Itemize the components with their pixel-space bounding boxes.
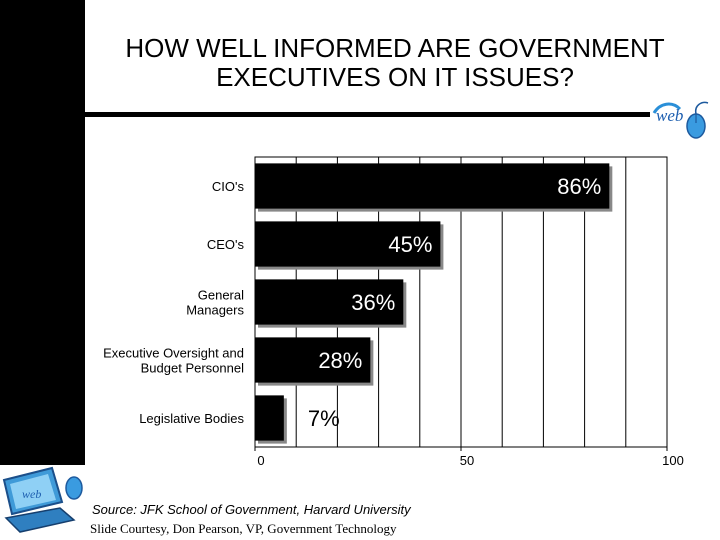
svg-text:web: web xyxy=(656,106,683,125)
x-tick-label: 100 xyxy=(662,453,684,468)
bar xyxy=(255,279,404,325)
source-note: Source: JFK School of Government, Harvar… xyxy=(92,502,411,517)
category-label: Managers xyxy=(186,303,244,318)
slide-credit: Slide Courtesy, Don Pearson, VP, Governm… xyxy=(90,521,397,536)
category-label: Executive Oversight and xyxy=(103,346,244,361)
web-logo-icon: web xyxy=(652,101,709,139)
data-label: 7% xyxy=(308,406,340,431)
computer-mouse-icon: web xyxy=(2,466,83,533)
category-label: Legislative Bodies xyxy=(139,411,244,426)
data-label: 28% xyxy=(318,348,362,373)
data-label: 45% xyxy=(388,232,432,257)
bar xyxy=(255,163,610,209)
svg-text:web: web xyxy=(22,487,41,501)
category-label: CIO's xyxy=(212,179,245,194)
bar xyxy=(255,395,284,441)
bar xyxy=(255,337,371,383)
title-line-1: HOW WELL INFORMED ARE GOVERNMENT xyxy=(125,33,665,63)
title-underline xyxy=(85,112,650,117)
data-label: 36% xyxy=(351,290,395,315)
title-line-2: EXECUTIVES ON IT ISSUES? xyxy=(216,62,574,92)
bar xyxy=(255,221,441,267)
x-tick-label: 0 xyxy=(257,453,264,468)
category-label: Budget Personnel xyxy=(141,361,244,376)
category-label: General xyxy=(198,288,244,303)
x-tick-label: 50 xyxy=(460,453,474,468)
data-label: 86% xyxy=(557,174,601,199)
category-label: CEO's xyxy=(207,237,245,252)
slide-title: HOW WELL INFORMED ARE GOVERNMENT EXECUTI… xyxy=(90,34,700,92)
left-decorative-bar xyxy=(0,0,85,465)
